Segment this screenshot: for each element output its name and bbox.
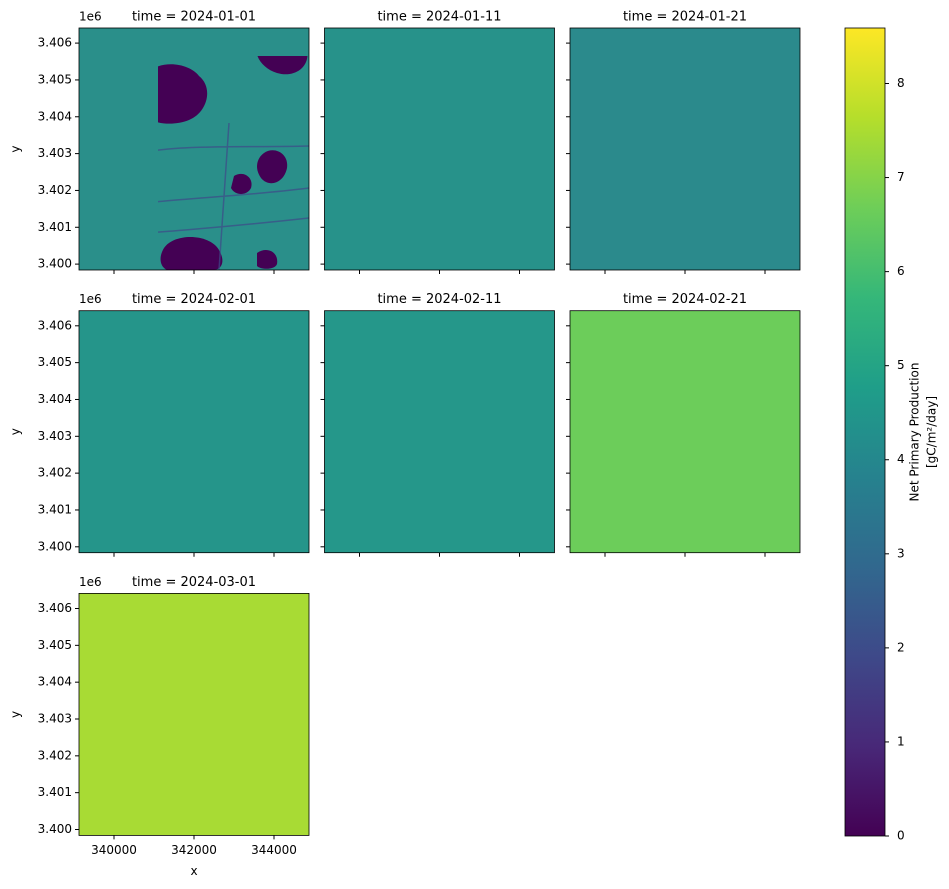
y-axis-label: y — [9, 711, 23, 718]
colorbar-tick-label: 7 — [897, 170, 905, 184]
y-tick-label: 3.400 — [38, 257, 72, 271]
y-tick-label: 3.403 — [38, 146, 72, 160]
panel-title: time = 2024-02-11 — [377, 292, 501, 307]
y-tick-label: 3.402 — [38, 183, 72, 197]
y-tick-label: 3.401 — [38, 785, 72, 799]
panel-frame — [78, 310, 310, 554]
y-tick-label: 3.406 — [38, 36, 72, 50]
panel-frame — [78, 593, 310, 836]
y-tick-label: 3.404 — [38, 392, 72, 406]
y-tick-label: 3.405 — [38, 355, 72, 369]
x-tick-label: 344000 — [251, 843, 297, 857]
raster-panel — [79, 593, 309, 836]
colorbar-tick-label: 4 — [897, 452, 905, 466]
colorbar — [844, 27, 886, 837]
y-tick-label: 3.406 — [38, 318, 72, 332]
panel-frame — [324, 27, 555, 271]
colorbar-tick-label: 6 — [897, 264, 905, 278]
x-tick-label: 340000 — [91, 843, 137, 857]
y-offset-label: 1e6 — [79, 10, 102, 24]
colorbar-label: [gC/m²/day] — [925, 396, 939, 468]
colorbar-tick-label: 8 — [897, 76, 905, 90]
colorbar-tick-label: 3 — [897, 546, 905, 560]
raster-panel — [570, 28, 800, 270]
raster-panel — [324, 28, 555, 270]
y-tick-label: 3.403 — [38, 712, 72, 726]
raster-panel — [324, 310, 555, 553]
colorbar-label: Net Primary Production — [908, 363, 922, 502]
colorbar-tick-label: 2 — [897, 640, 905, 654]
y-tick-label: 3.403 — [38, 429, 72, 443]
colorbar-tick-label: 0 — [897, 829, 905, 843]
y-offset-label: 1e6 — [79, 292, 102, 306]
panel-frame — [569, 27, 801, 271]
panel-title: time = 2024-01-01 — [132, 10, 256, 25]
panel-title: time = 2024-01-21 — [623, 10, 747, 25]
raster-panel — [79, 310, 309, 553]
panel-frame — [324, 310, 555, 554]
x-axis-label: x — [190, 864, 197, 878]
y-tick-label: 3.400 — [38, 822, 72, 836]
y-tick-label: 3.404 — [38, 109, 72, 123]
panel-title: time = 2024-01-11 — [377, 10, 501, 25]
panel-frame — [78, 27, 310, 271]
y-tick-label: 3.401 — [38, 220, 72, 234]
panel-title: time = 2024-02-01 — [132, 292, 256, 307]
y-tick-label: 3.406 — [38, 601, 72, 615]
y-axis-label: y — [9, 428, 23, 435]
raster-panel — [570, 310, 800, 553]
y-offset-label: 1e6 — [79, 575, 102, 589]
panel-title: time = 2024-02-21 — [623, 292, 747, 307]
y-tick-label: 3.405 — [38, 72, 72, 86]
y-axis-label: y — [9, 145, 23, 152]
y-tick-label: 3.404 — [38, 675, 72, 689]
colorbar-tick-label: 1 — [897, 734, 905, 748]
colorbar-tick-label: 5 — [897, 358, 905, 372]
x-tick-label: 342000 — [171, 843, 217, 857]
panel-frame — [569, 310, 801, 554]
y-tick-label: 3.401 — [38, 502, 72, 516]
y-tick-label: 3.402 — [38, 466, 72, 480]
panel-title: time = 2024-03-01 — [132, 575, 256, 590]
y-tick-label: 3.405 — [38, 638, 72, 652]
y-tick-label: 3.400 — [38, 539, 72, 553]
y-tick-label: 3.402 — [38, 748, 72, 762]
